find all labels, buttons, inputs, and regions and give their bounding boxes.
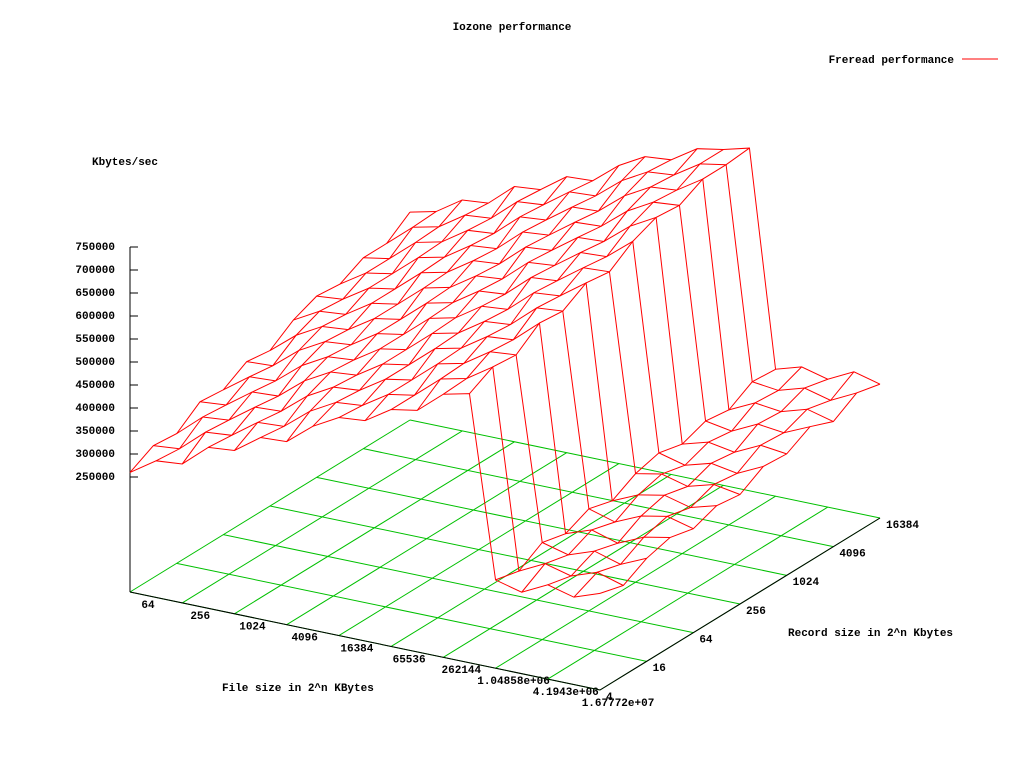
z-tick-label: 700000 xyxy=(75,265,115,277)
mesh-line xyxy=(386,163,857,401)
mesh-line xyxy=(339,201,811,434)
x-tick-label: 4096 xyxy=(291,633,317,645)
mesh-line xyxy=(409,147,881,385)
mesh-line xyxy=(363,178,834,422)
y-tick-label: 64 xyxy=(699,635,713,647)
y-axis-label: Record size in 2^n Kbytes xyxy=(788,628,953,640)
x-tick-label: 1.67772e+07 xyxy=(582,698,655,710)
y-tick-label: 256 xyxy=(746,606,766,618)
mesh-line xyxy=(223,307,694,530)
x-tick-label: 1024 xyxy=(239,622,266,634)
mesh-line xyxy=(293,240,764,474)
y-grid-line xyxy=(269,505,741,605)
chart-title: Iozone performance xyxy=(453,22,572,34)
y-tick-label: 16384 xyxy=(886,520,919,532)
y-grid-line xyxy=(176,562,647,662)
z-tick-label: 450000 xyxy=(75,380,115,392)
z-tick-label: 400000 xyxy=(75,403,115,415)
z-tick-label: 750000 xyxy=(75,242,115,254)
base-border xyxy=(129,517,881,691)
x-tick-label: 16384 xyxy=(340,643,373,655)
z-tick-label: 350000 xyxy=(75,426,115,438)
x-tick-label: 262144 xyxy=(442,665,482,677)
x-tick-label: 4.1943e+06 xyxy=(533,687,599,699)
y-grid-line xyxy=(363,448,834,548)
x-tick-label: 64 xyxy=(141,600,155,612)
mesh-line xyxy=(153,366,624,586)
x-tick-label: 1.04858e+06 xyxy=(477,676,550,688)
x-axis-label: File size in 2^n KBytes xyxy=(222,683,374,695)
y-tick-label: 4 xyxy=(606,692,613,704)
x-tick-label: 256 xyxy=(190,611,210,623)
y-tick-label: 4096 xyxy=(839,549,865,561)
y-grid-line xyxy=(223,534,694,634)
mesh-line xyxy=(316,216,787,455)
y-tick-label: 1024 xyxy=(793,577,820,589)
legend-label: Freread performance xyxy=(829,55,955,67)
y-tick-label: 16 xyxy=(653,663,666,675)
y-grid-line xyxy=(316,476,787,576)
mesh-line xyxy=(176,351,647,565)
z-tick-label: 300000 xyxy=(75,449,115,461)
y-grid-line xyxy=(409,419,881,519)
mesh-line xyxy=(199,322,671,544)
mesh-line xyxy=(129,393,601,598)
z-tick-label: 650000 xyxy=(75,288,115,300)
x-tick-label: 65536 xyxy=(393,654,426,666)
z-axis-label: Kbytes/sec xyxy=(92,157,158,169)
mesh-line xyxy=(269,267,741,495)
mesh-line xyxy=(246,282,717,509)
z-tick-label: 600000 xyxy=(75,311,115,323)
z-tick-label: 500000 xyxy=(75,357,115,369)
z-tick-label: 250000 xyxy=(75,472,115,484)
z-tick-label: 550000 xyxy=(75,334,115,346)
